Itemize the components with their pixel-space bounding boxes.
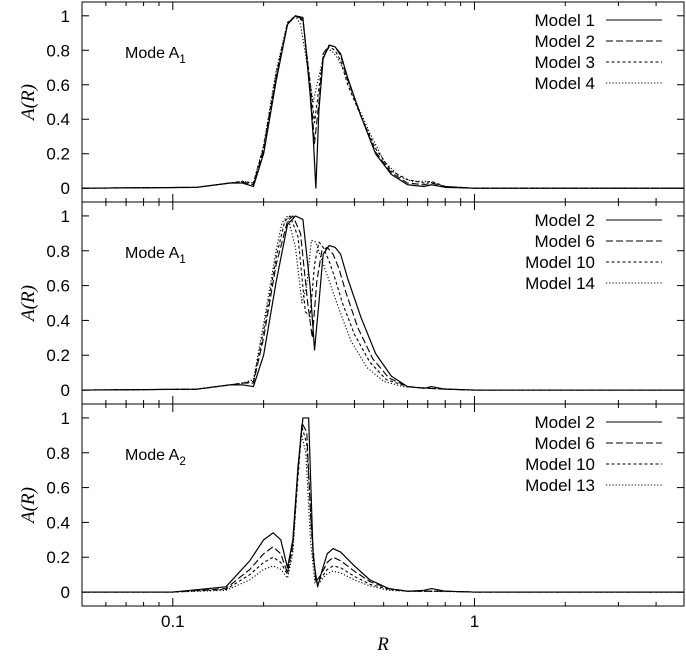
legend-label: Model 6 xyxy=(535,232,595,251)
y-tick-label: 0.4 xyxy=(46,110,70,129)
series-line-model-10 xyxy=(82,426,684,593)
y-tick-label: 0.8 xyxy=(46,444,70,463)
legend-label: Model 14 xyxy=(525,274,595,293)
legend-label: Model 3 xyxy=(535,53,595,72)
y-tick-label: 0.4 xyxy=(46,311,70,330)
mode-label-subscript: 1 xyxy=(179,252,186,266)
legend-label: Model 2 xyxy=(535,32,595,51)
y-tick-label: 1 xyxy=(61,409,70,428)
y-tick-label: 0.4 xyxy=(46,513,70,532)
y-tick-label: 1 xyxy=(61,7,70,26)
series-line-model-2 xyxy=(81,15,684,189)
series-line-model-6 xyxy=(81,215,684,391)
y-tick-label: 0 xyxy=(61,583,70,602)
y-tick-label: 1 xyxy=(61,207,70,226)
y-tick-label: 0 xyxy=(61,179,70,198)
y-tick-label: 0.6 xyxy=(46,76,70,95)
x-tick-label: 1 xyxy=(470,612,479,631)
panel-1: 0 0.2 0.4 0.6 0.8 1 A(R) Mode A1 Model 1 Model 2 M… xyxy=(18,1,685,203)
series-line-model-10 xyxy=(81,215,684,391)
y-tick-label: 0 xyxy=(61,381,70,400)
legend-label: Model 1 xyxy=(535,11,595,30)
y-tick-label: 0.6 xyxy=(46,277,70,296)
y-axis-title: A(R) xyxy=(18,285,39,323)
panel-2: 0 0.2 0.4 0.6 0.8 1 A(R) Mode A1 Model 2 Model 6 M… xyxy=(18,201,685,405)
series-line-model-1 xyxy=(81,15,684,189)
y-tick-label: 0.8 xyxy=(46,242,70,261)
y-axis-title: A(R) xyxy=(18,487,39,525)
y-axis-title: A(R) xyxy=(18,84,39,122)
legend-label: Model 10 xyxy=(525,455,595,474)
legend-label: Model 4 xyxy=(535,74,595,93)
mode-label: Mode A1 xyxy=(125,245,186,266)
x-axis: 0.1 1 xyxy=(161,612,479,631)
y-tick-label: 0.2 xyxy=(46,548,70,567)
y-tick-label: 0.6 xyxy=(46,479,70,498)
series-line-model-4 xyxy=(81,15,684,189)
series-line-model-6 xyxy=(82,422,684,593)
panels: 0 0.2 0.4 0.6 0.8 1 A(R) Mode A1 Model 1 Model 2 M… xyxy=(18,1,685,607)
y-tick-label: 0.8 xyxy=(46,41,70,60)
x-tick-label: 0.1 xyxy=(161,612,185,631)
mode-label: Mode A2 xyxy=(125,447,186,468)
panel-3: 0 0.2 0.4 0.6 0.8 1 A(R) Mode A2 Model 2 Model 6 M… xyxy=(18,403,685,607)
mode-label: Mode A1 xyxy=(125,45,186,66)
series-line-model-2 xyxy=(82,417,684,593)
legend-label: Model 2 xyxy=(535,413,595,432)
panel-frame xyxy=(81,403,685,607)
y-tick-label: 0.2 xyxy=(46,145,70,164)
legend-label: Model 2 xyxy=(535,211,595,230)
mode-label-subscript: 2 xyxy=(179,454,186,468)
legend-label: Model 13 xyxy=(525,476,595,495)
legend-label: Model 6 xyxy=(535,434,595,453)
y-tick-label: 0.2 xyxy=(46,346,70,365)
x-axis-title: R xyxy=(376,634,389,655)
legend-label: Model 10 xyxy=(525,253,595,272)
mode-label-subscript: 1 xyxy=(179,52,186,66)
